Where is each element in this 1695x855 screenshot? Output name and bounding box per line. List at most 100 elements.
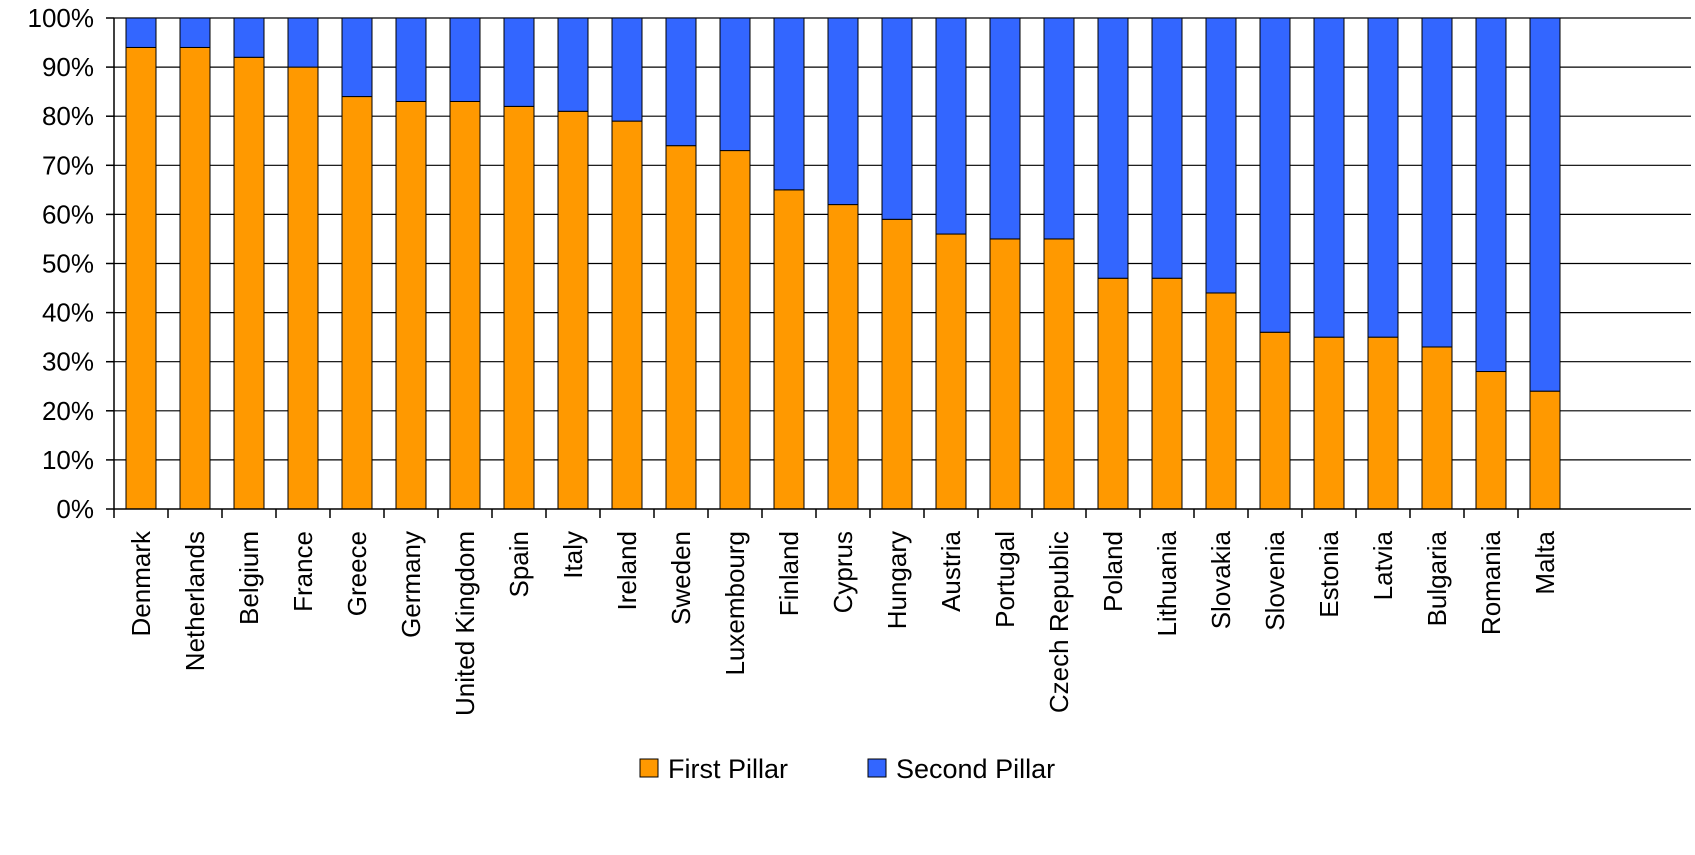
bar-second-pillar-luxembourg [719,17,751,152]
bar-first-pillar-cyprus [827,204,859,510]
bar-second-pillar-slovenia [1259,17,1291,333]
bar-second-pillar-hungary [881,17,913,220]
category-label-finland: Finland [774,531,804,616]
bar-first-pillar-netherlands [179,46,211,510]
category-label-latvia: Latvia [1368,530,1398,600]
bar-second-pillar-germany [395,17,427,102]
y-tick-label: 60% [42,199,94,229]
legend-label-second-pillar: Second Pillar [896,754,1055,784]
bar-first-pillar-united-kingdom [449,100,481,510]
bar-second-pillar-italy [557,17,589,112]
bar-first-pillar-spain [503,105,535,510]
axes [106,17,1691,518]
bar-first-pillar-germany [395,100,427,510]
category-label-poland: Poland [1098,531,1128,612]
category-label-sweden: Sweden [666,531,696,625]
bar-second-pillar-malta [1529,17,1561,392]
bar-first-pillar-poland [1097,277,1129,510]
category-label-luxembourg: Luxembourg [720,531,750,676]
legend-label-first-pillar: First Pillar [668,754,788,784]
category-label-ireland: Ireland [612,531,642,611]
bar-second-pillar-bulgaria [1421,17,1453,348]
bar-first-pillar-france [287,66,319,510]
bar-second-pillar-cyprus [827,17,859,206]
bar-first-pillar-hungary [881,218,913,510]
bar-second-pillar-greece [341,17,373,98]
bar-first-pillar-lithuania [1151,277,1183,510]
bar-first-pillar-portugal [989,238,1021,510]
bar-second-pillar-netherlands [179,17,211,48]
bar-second-pillar-austria [935,17,967,235]
bar-first-pillar-czech-republic [1043,238,1075,510]
bar-second-pillar-latvia [1367,17,1399,338]
bar-second-pillar-romania [1475,17,1507,373]
category-labels: Denmark Netherlands Belgium France Greece Ger… [126,530,1560,716]
category-label-malta: Malta [1530,530,1560,594]
y-tick-label: 70% [42,150,94,180]
y-tick-label: 10% [42,445,94,475]
bar-second-pillar-france [287,17,319,68]
bars [125,17,1561,510]
category-label-romania: Romania [1476,530,1506,635]
category-label-estonia: Estonia [1314,530,1344,617]
bar-first-pillar-austria [935,233,967,510]
y-tick-label: 80% [42,101,94,131]
bar-first-pillar-ireland [611,120,643,510]
y-tick-label: 20% [42,396,94,426]
bar-first-pillar-belgium [233,56,265,510]
bar-first-pillar-slovakia [1205,292,1237,510]
y-tick-label: 0% [56,494,94,524]
bar-second-pillar-czech-republic [1043,17,1075,240]
category-label-france: France [288,531,318,612]
legend-swatch-first-pillar [639,758,659,778]
bar-second-pillar-portugal [989,17,1021,240]
category-label-denmark: Denmark [126,530,156,636]
bar-second-pillar-slovakia [1205,17,1237,294]
bar-second-pillar-sweden [665,17,697,147]
category-label-czech-republic: Czech Republic [1044,531,1074,713]
category-label-hungary: Hungary [882,531,912,629]
y-tick-label: 100% [28,3,95,33]
bar-first-pillar-luxembourg [719,150,751,510]
category-label-netherlands: Netherlands [180,531,210,671]
y-tick-label: 40% [42,298,94,328]
bar-second-pillar-estonia [1313,17,1345,338]
bar-second-pillar-united-kingdom [449,17,481,102]
category-label-bulgaria: Bulgaria [1422,530,1452,626]
y-tick-label: 90% [42,52,94,82]
bar-second-pillar-finland [773,17,805,191]
bar-second-pillar-denmark [125,17,157,48]
bar-first-pillar-malta [1529,390,1561,510]
category-label-germany: Germany [396,531,426,638]
bar-second-pillar-spain [503,17,535,107]
y-tick-label: 30% [42,347,94,377]
category-label-spain: Spain [504,531,534,598]
bar-first-pillar-sweden [665,145,697,510]
bar-first-pillar-italy [557,110,589,510]
category-label-greece: Greece [342,531,372,616]
legend: First Pillar Second Pillar [639,754,1055,784]
category-label-austria: Austria [936,530,966,611]
bar-first-pillar-slovenia [1259,331,1291,510]
category-label-italy: Italy [558,531,588,579]
category-label-slovenia: Slovenia [1260,530,1290,630]
y-tick-labels: 0% 10% 20% 30% 40% 50% 60% 70% 80% 90% 100% [28,3,95,524]
category-label-belgium: Belgium [234,531,264,625]
bar-first-pillar-greece [341,96,373,510]
bar-second-pillar-lithuania [1151,17,1183,279]
bar-second-pillar-ireland [611,17,643,122]
bar-second-pillar-belgium [233,17,265,58]
category-label-united-kingdom: United Kingdom [450,531,480,716]
category-label-cyprus: Cyprus [828,531,858,613]
bar-first-pillar-bulgaria [1421,346,1453,510]
bar-first-pillar-estonia [1313,336,1345,510]
category-label-portugal: Portugal [990,531,1020,628]
legend-swatch-second-pillar [867,758,887,778]
bar-first-pillar-finland [773,189,805,510]
bar-second-pillar-poland [1097,17,1129,279]
bar-first-pillar-denmark [125,46,157,510]
y-tick-label: 50% [42,249,94,279]
category-label-lithuania: Lithuania [1152,530,1182,636]
